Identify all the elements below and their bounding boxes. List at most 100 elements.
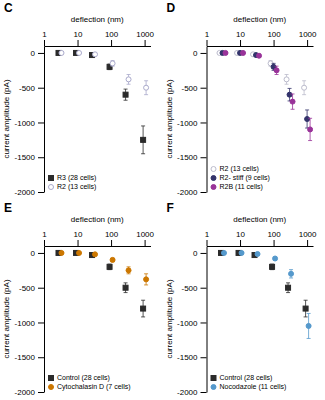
legend-item: Control (28 cells) [49,374,110,382]
point [239,250,244,255]
y-tick-mark [201,322,207,323]
legend-label: Cytochalasin D (7 cells) [57,383,131,391]
error-bar [111,258,115,261]
y-tick: -1500 [177,153,206,162]
plot-area [56,50,149,153]
y-tick-mark [38,53,44,54]
error-bar [308,118,312,140]
figure: C1101001000deflection (nm)0-500-1000-150… [0,0,325,400]
y-axis-title: current amplitude (pA) [165,79,174,158]
point [126,268,131,273]
x-tick: 1 [205,230,210,246]
x-tick-mark [307,240,308,246]
y-tick-mark [38,122,44,123]
point [144,277,149,282]
y-tick: -2000 [15,388,44,397]
point [126,77,131,82]
y-tick-mark [201,53,207,54]
legend-marker [211,185,216,190]
legend: R3 (28 cells)R2 (13 cells) [49,174,97,191]
x-tick: 1000 [299,30,317,46]
point [284,77,289,82]
error-bar [124,283,128,293]
legend-item: Cytochalasin D (7 cells) [49,383,131,391]
y-tick: 0 [31,49,44,58]
y-tick-mark [201,392,207,393]
title: C [4,1,13,15]
y-tick-label: -1500 [177,353,198,362]
error-bar [141,126,145,154]
y-tick-label: 0 [31,249,36,258]
series [56,50,146,153]
x-tick-mark [307,40,308,46]
legend-item: R2 (13 cells) [49,183,97,191]
y-tick: 0 [31,249,44,258]
legend: Control (28 cells)Nocodazole (11 cells) [211,374,286,391]
x-tick-label: 100 [105,230,119,239]
y-axis: 0-500-1000-1500-2000 [177,47,207,198]
legend-marker [49,176,54,181]
error-bar [288,88,292,101]
y-axis: 0-500-1000-1500-2000 [15,47,45,198]
legend-label: R2 (13 cells) [57,183,96,191]
x-axis: 1101001000 [42,230,154,247]
error-bar [291,94,295,109]
y-axis-title: current amplitude (pA) [2,79,11,158]
x-axis-title: deflection (nm) [233,215,286,224]
error-bar [124,89,128,100]
series [59,250,149,284]
x-tick-label: 10 [74,30,83,39]
point [77,250,82,255]
x-tick: 1 [42,30,47,46]
point [59,50,64,55]
legend-label: Control (28 cells) [220,374,273,382]
legend: R2 (13 cells)R2- stiff (9 cells)R2B (11 … [211,165,270,191]
y-tick: -1000 [177,119,206,128]
y-tick-mark [38,392,44,393]
x-tick: 1 [205,30,210,46]
error-bar [307,313,311,338]
y-tick-mark [201,288,207,289]
legend: Control (28 cells)Cytochalasin D (7 cell… [49,374,131,391]
legend-marker [49,376,54,381]
plot-area [56,250,149,316]
x-tick-label: 1 [42,230,47,239]
point [290,99,295,104]
y-axis-line [207,47,208,193]
x-tick-mark [145,40,146,46]
legend-marker [211,385,216,390]
x-tick-label: 1 [205,230,210,239]
legend-label: R2- stiff (9 cells) [220,174,270,182]
error-bar [286,283,290,293]
x-axis: 1101001000 [42,30,154,47]
error-bar [141,300,145,317]
y-tick-label: -2000 [177,188,198,197]
legend-item: R2B (11 cells) [211,183,263,191]
x-tick: 10 [236,230,245,246]
y-tick-label: -1000 [177,119,198,128]
point [257,53,262,58]
x-tick-mark [44,40,45,46]
legend-label: R2B (11 cells) [220,183,263,191]
point [144,85,149,90]
x-tick-label: 100 [105,30,119,39]
point [270,264,275,269]
series [223,50,313,140]
point [77,50,82,55]
y-tick-mark [201,253,207,254]
y-tick: 0 [193,49,206,58]
x-axis-line [45,46,152,47]
y-tick-mark [38,357,44,358]
x-tick-mark [274,240,275,246]
y-tick: -1500 [177,353,206,362]
y-tick-label: 0 [193,249,198,258]
panel: F1101001000deflection (nm)0-500-1000-150… [165,201,318,397]
x-tick-mark [78,40,79,46]
y-tick-mark [38,88,44,89]
error-bar [127,75,131,85]
y-tick-label: -1000 [177,319,198,328]
point [110,257,115,262]
x-tick-mark [274,40,275,46]
x-tick-label: 1000 [299,230,317,239]
y-tick-mark [201,122,207,123]
